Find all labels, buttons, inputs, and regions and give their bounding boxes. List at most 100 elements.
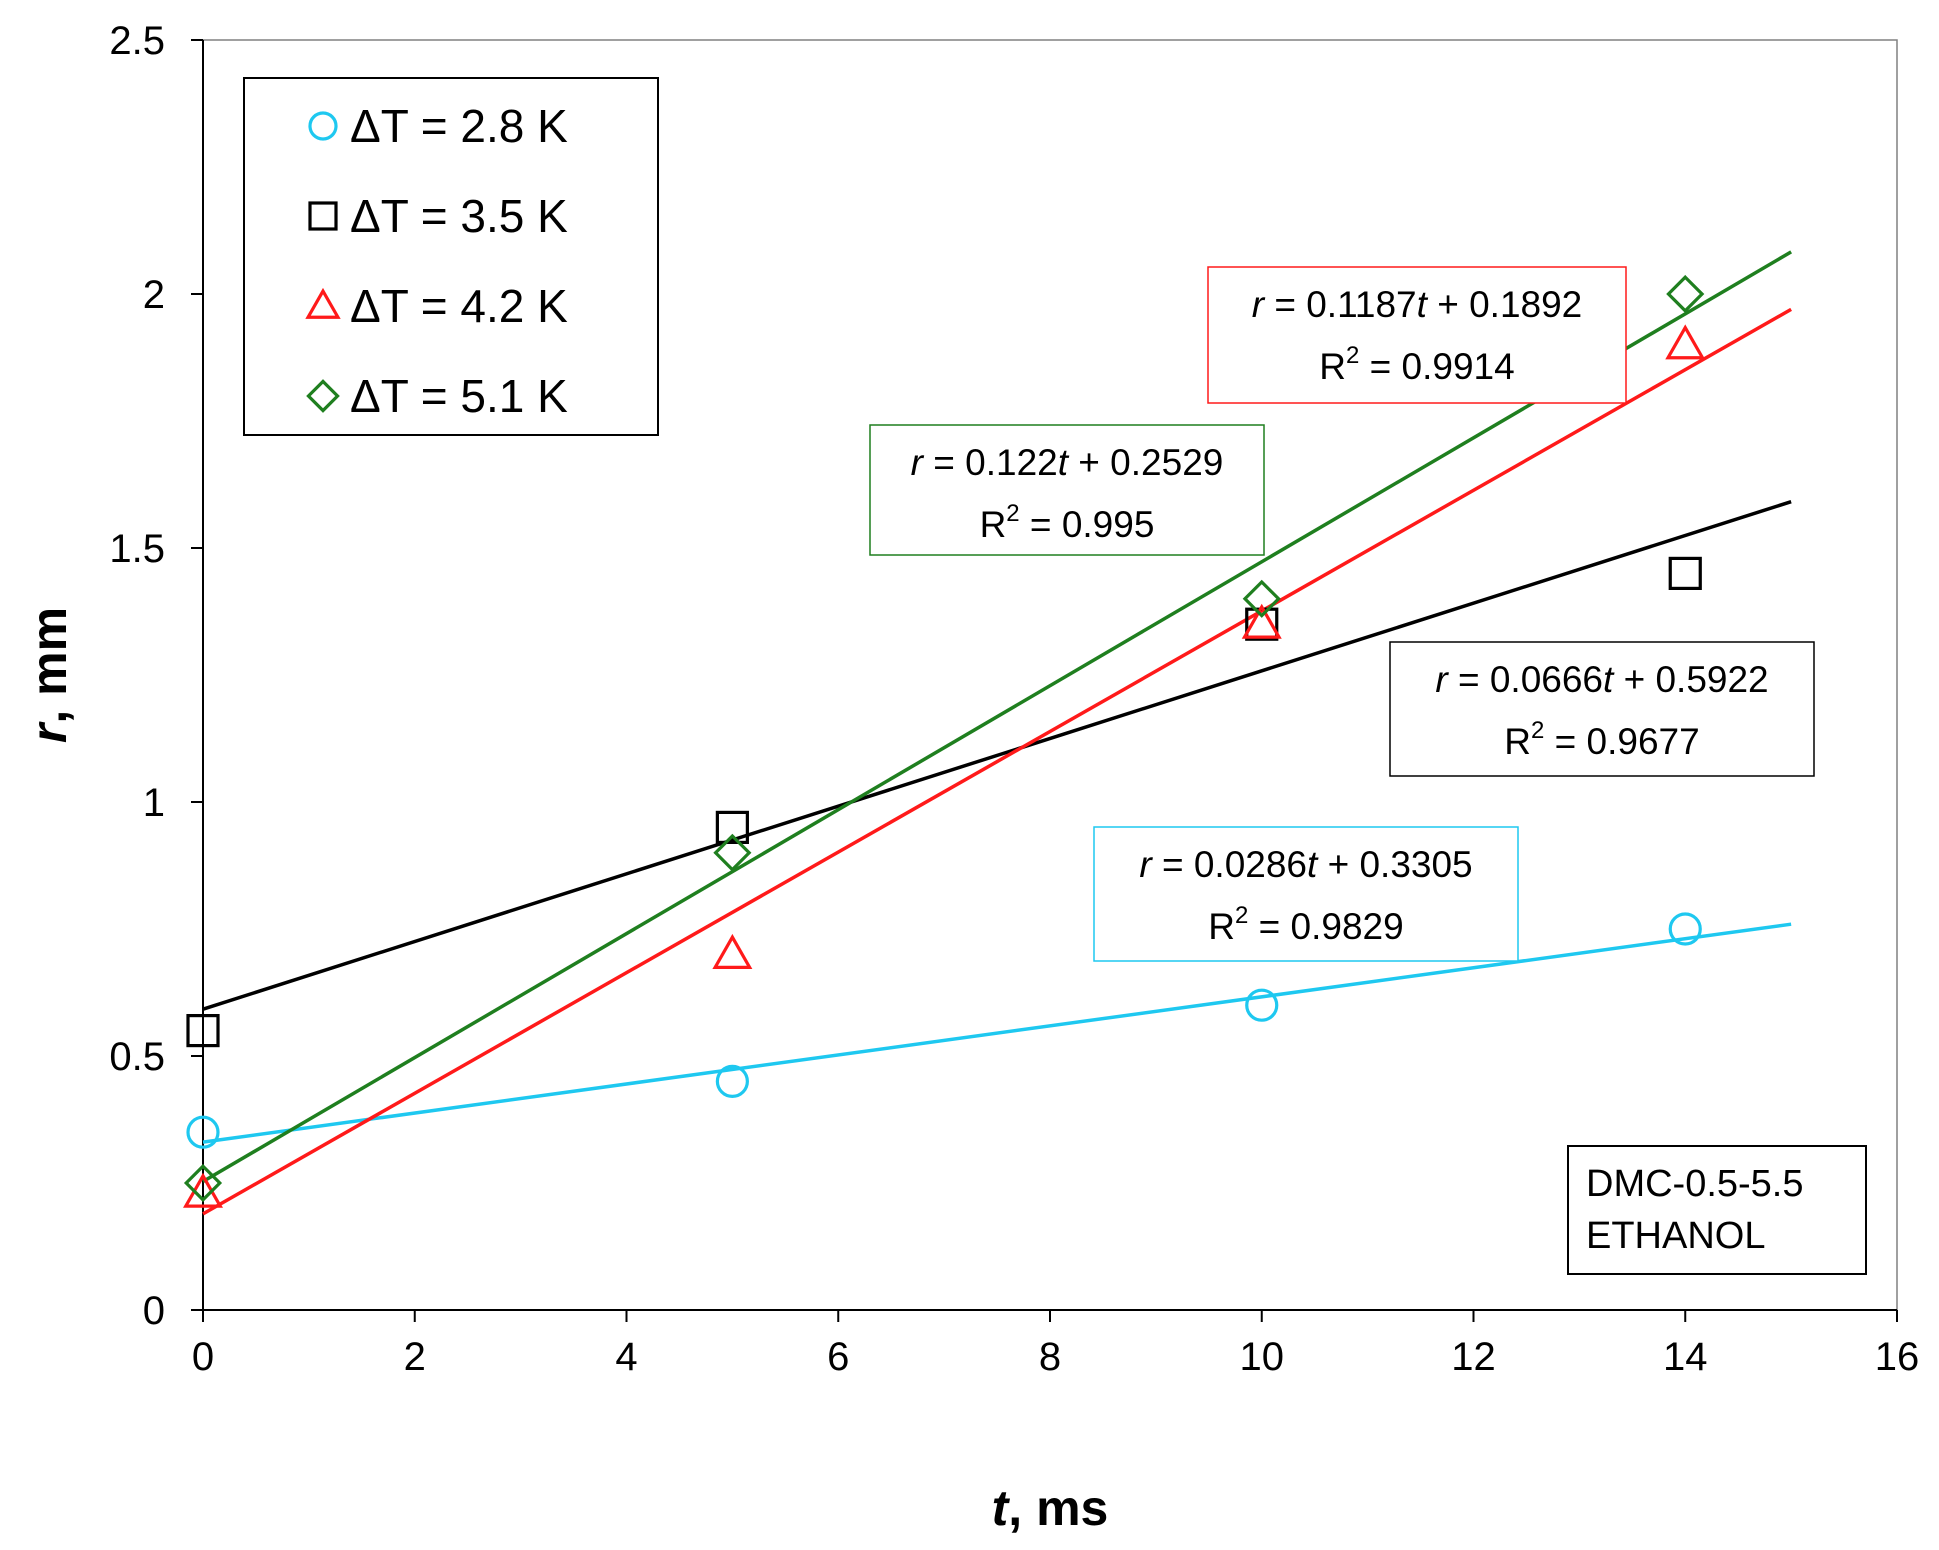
fit-r-squared: R2 = 0.9914 [1319,342,1514,387]
series-points [183,274,1705,1203]
legend-label: ΔT = 2.8 K [350,100,568,152]
y-tick-label: 0 [143,1289,165,1333]
fit-line [202,922,1792,1144]
legend-item: ΔT = 5.1 K [306,370,568,422]
fit-eq-slope: = 0.0666 [1448,659,1603,700]
fit-r-squared: R2 = 0.995 [980,500,1155,545]
fit-line [202,500,1792,1011]
annotation-box: DMC-0.5-5.5 ETHANOL [1567,1145,1867,1275]
x-axis-title: t, ms [992,1480,1109,1536]
fit-eq-slope: = 0.1187 [1264,284,1417,325]
series-points [186,556,1702,1048]
r2-value: = 0.9829 [1248,906,1403,947]
fit-eq-intercept: + 0.2529 [1068,442,1223,483]
fit-equation-frame [869,424,1265,556]
fit-equation-box: r = 0.122t + 0.2529 R2 = 0.995 [869,424,1265,556]
legend-marker-square [308,201,338,231]
data-points [182,274,1706,1208]
r2-value: = 0.9677 [1544,721,1699,762]
fit-line [202,307,1792,1216]
fit-equation: r = 0.0286t + 0.3305 [1139,844,1472,885]
r2-R: R [980,504,1007,545]
x-tick-label: 4 [615,1335,637,1379]
x-axis-title-var: t [992,1480,1011,1536]
fit-r-squared: R2 = 0.9677 [1504,717,1699,762]
fit-equation-box: r = 0.0666t + 0.5922 R2 = 0.9677 [1389,641,1815,777]
r2-R: R [1504,721,1531,762]
data-point-square [715,810,749,845]
fit-eq-t: t [1417,284,1429,325]
data-point-diamond [1242,579,1281,618]
legend-marker-triangle [305,287,341,319]
y-axis-title: r, mm [21,607,77,743]
r2-sup: 2 [1235,902,1248,929]
fit-eq-t: t [1307,844,1319,885]
fit-equation-frame [1389,641,1815,777]
data-point-circle [1668,912,1702,946]
legend-label: ΔT = 3.5 K [350,190,568,242]
fit-r-squared: R2 = 0.9829 [1208,902,1403,947]
fit-equation-box: r = 0.0286t + 0.3305 R2 = 0.9829 [1093,826,1519,962]
data-point-circle [1245,988,1279,1022]
data-point-triangle [712,933,753,969]
fit-line [202,250,1793,1184]
r2-value: = 0.995 [1020,504,1155,545]
fit-eq-r: r [1139,844,1153,885]
x-axis-title-unit: , ms [1008,1480,1108,1536]
x-tick-label: 6 [827,1335,849,1379]
r2-sup: 2 [1346,342,1359,369]
legend-item: ΔT = 4.2 K [305,280,568,332]
fit-eq-r: r [1252,284,1266,325]
y-axis-title-unit: , mm [21,607,77,724]
fit-lines [202,250,1793,1216]
y-tick-label: 0.5 [109,1035,165,1079]
data-point-circle [186,1115,220,1149]
data-point-diamond [1666,274,1705,314]
data-point-circle [715,1064,749,1099]
annotation-frame [1567,1145,1867,1275]
data-point-diamond [713,833,752,872]
r2-sup: 2 [1531,717,1544,744]
fit-eq-slope: = 0.0286 [1152,844,1307,885]
x-tick-label: 14 [1663,1335,1708,1379]
legend-marker-circle [308,111,338,141]
fit-eq-intercept: + 0.5922 [1613,659,1768,700]
fit-equation-frame [1207,266,1627,404]
data-point-triangle [1665,324,1706,360]
fit-eq-t: t [1058,442,1070,483]
annotation-line: DMC-0.5-5.5 [1586,1163,1804,1205]
r2-R: R [1319,346,1346,387]
legend-marker-diamond [306,379,340,413]
data-point-square [186,1013,220,1048]
y-tick-label: 1 [143,781,165,825]
fit-equation: r = 0.0666t + 0.5922 [1435,659,1768,700]
y-tick-label: 2.5 [109,19,165,63]
annotation-line: ETHANOL [1586,1215,1765,1257]
legend-item: ΔT = 3.5 K [308,190,568,242]
data-point-diamond [183,1163,223,1203]
r2-value: = 0.9914 [1359,346,1514,387]
y-tick-label: 2 [143,273,165,317]
data-point-square [1668,556,1702,591]
x-tick-label: 0 [192,1335,214,1379]
r2-sup: 2 [1006,500,1019,527]
fit-eq-intercept: + 0.3305 [1317,844,1472,885]
y-axis-title-var: r [21,721,77,743]
fit-eq-slope: = 0.122 [923,442,1058,483]
fit-eq-intercept: + 0.1892 [1427,284,1582,325]
fit-eq-r: r [911,442,925,483]
series-points [186,912,1702,1149]
legend-frame [243,77,659,436]
fit-eq-t: t [1603,659,1615,700]
legend: ΔT = 2.8 K ΔT = 3.5 K ΔT = 4.2 K ΔT = 5.1 K [243,77,659,436]
fit-eq-r: r [1435,659,1449,700]
x-tick-label: 16 [1875,1335,1920,1379]
y-tick-label: 1.5 [109,527,165,571]
fit-equation-box: r = 0.1187t + 0.1892 R2 = 0.9914 [1207,266,1627,404]
x-tick-label: 2 [404,1335,426,1379]
fit-equation: r = 0.1187t + 0.1892 [1252,284,1583,325]
r2-R: R [1208,906,1235,947]
